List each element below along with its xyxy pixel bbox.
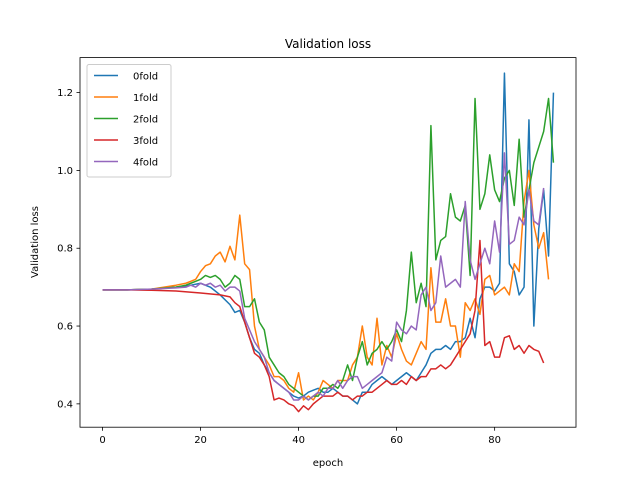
y-tick-label: 0.4	[57, 399, 73, 410]
y-tick-label: 0.6	[57, 322, 73, 333]
x-tick-label: 40	[292, 435, 305, 446]
x-tick-label: 0	[99, 435, 105, 446]
series-line-2fold	[102, 97, 555, 401]
x-tick-label: 60	[390, 435, 403, 446]
y-tick-label: 1.2	[57, 88, 73, 99]
chart-title: Validation loss	[285, 37, 371, 51]
legend-box	[86, 64, 172, 178]
x-axis: 0 20 40 60 80	[99, 427, 501, 446]
plot-area	[102, 72, 555, 413]
legend-label-0fold: 0fold	[133, 72, 158, 83]
legend-label-1fold: 1fold	[133, 93, 158, 104]
y-tick-label: 1.0	[57, 166, 73, 177]
legend-label-4fold: 4fold	[133, 158, 158, 169]
x-tick-label: 20	[194, 435, 207, 446]
axes-frame	[79, 57, 577, 428]
series-line-4fold	[102, 152, 545, 401]
legend: 0fold 1fold 2fold 3fold 4fold	[86, 64, 172, 178]
series-line-3fold	[102, 239, 545, 413]
y-axis-label: Validation loss	[30, 206, 41, 278]
y-tick-label: 0.8	[57, 244, 73, 255]
y-axis: 0.4 0.6 0.8 1.0 1.2	[57, 88, 80, 410]
x-tick-label: 80	[488, 435, 501, 446]
x-axis-label: epoch	[313, 458, 343, 469]
legend-label-2fold: 2fold	[133, 115, 158, 126]
legend-label-3fold: 3fold	[133, 136, 158, 147]
